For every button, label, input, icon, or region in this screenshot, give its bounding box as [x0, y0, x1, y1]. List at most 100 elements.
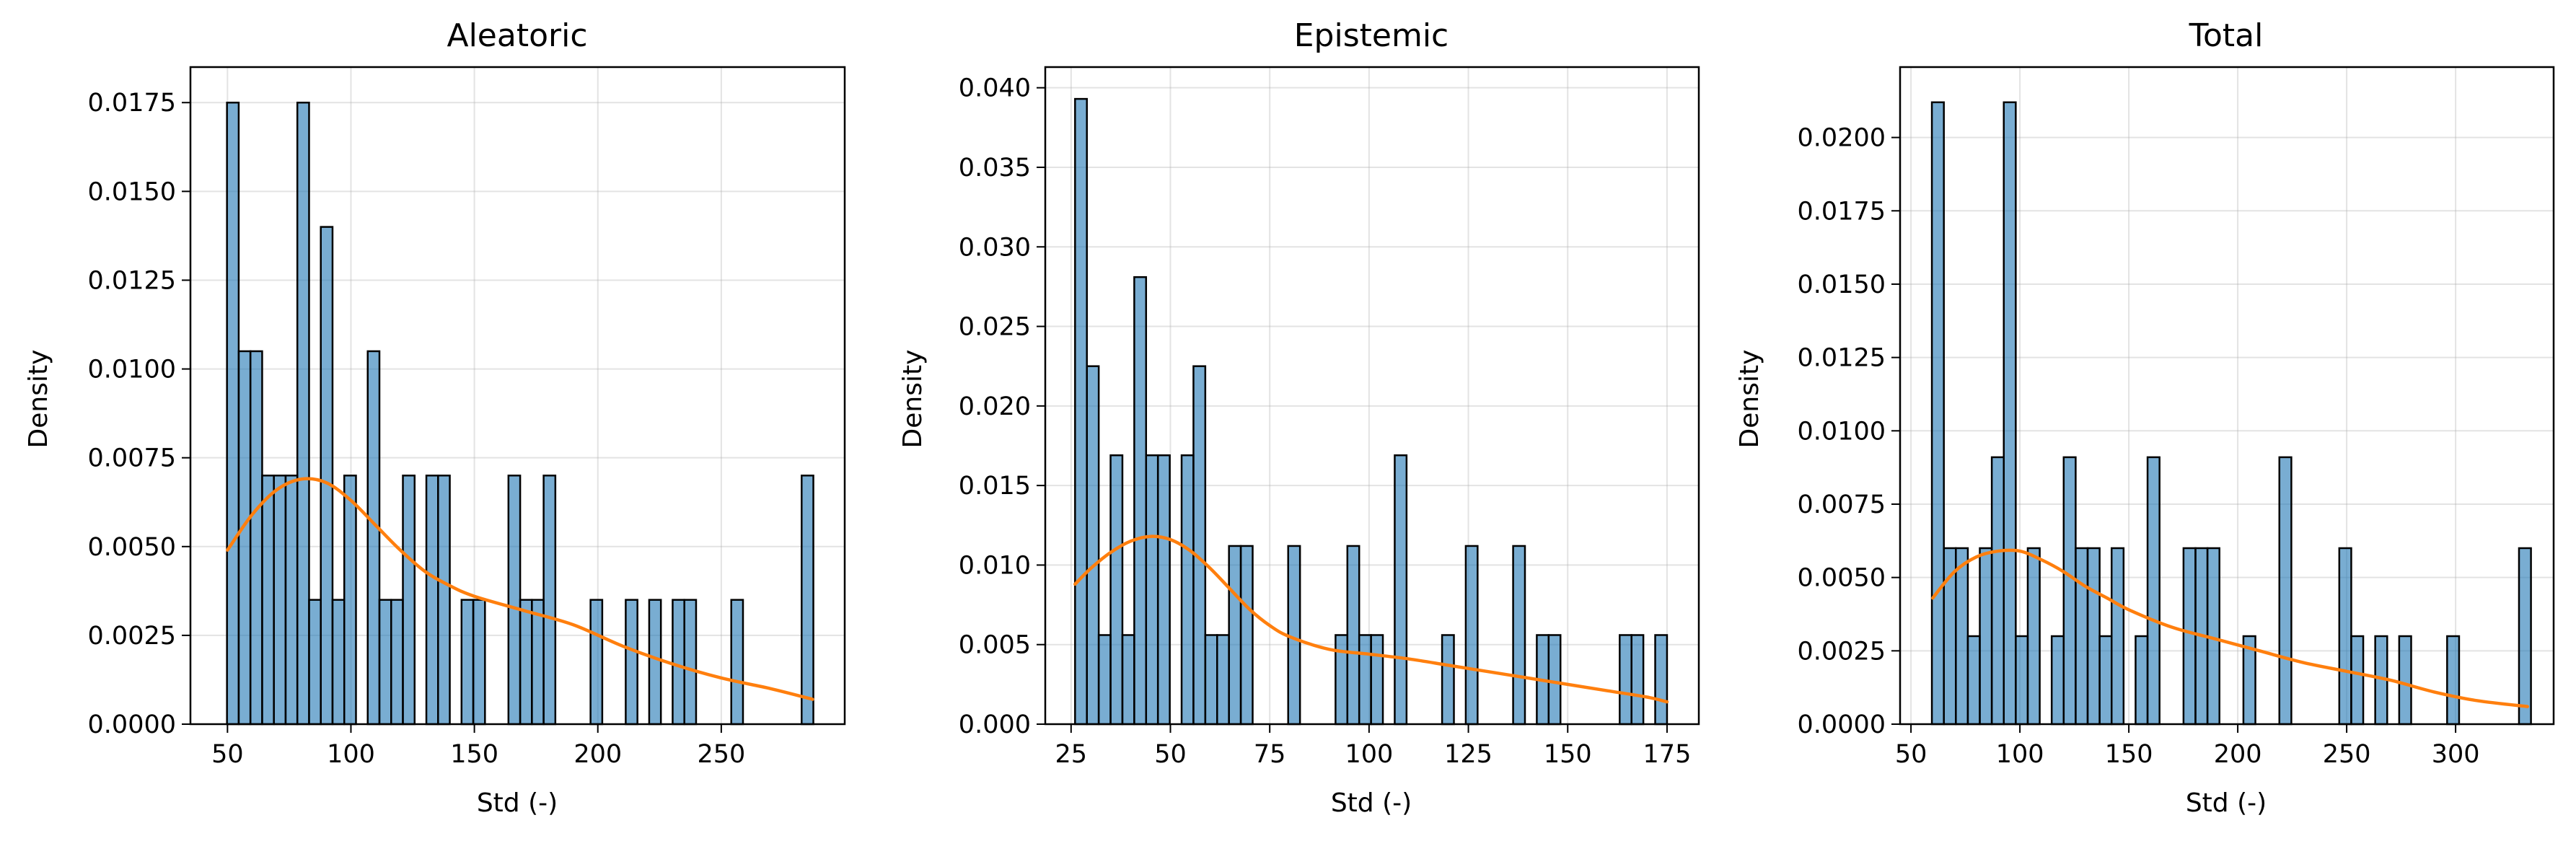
x-tick-label: 50 [211, 740, 244, 769]
y-tick-label: 0.0125 [1798, 344, 1886, 373]
histogram-bars [1074, 97, 1669, 726]
y-tick-label: 0.020 [959, 392, 1031, 421]
x-tick-label: 150 [2105, 740, 2153, 769]
histogram-bar [343, 475, 357, 726]
histogram-bar [320, 226, 334, 726]
histogram-bar [2350, 635, 2365, 726]
histogram-bar [1239, 545, 1254, 726]
histogram-bar [308, 599, 322, 726]
histogram-bar [2110, 547, 2125, 726]
x-tick-label: 150 [450, 740, 498, 769]
histogram-bar [1512, 545, 1526, 726]
y-tick-label: 0.0050 [1798, 564, 1886, 593]
histogram-bar [1654, 634, 1669, 726]
histogram-bar [1335, 634, 1349, 726]
histogram-bar [2135, 635, 2149, 726]
axes-frame [1899, 66, 2555, 726]
x-tick-label: 200 [2214, 740, 2262, 769]
histogram-bar [1121, 634, 1135, 726]
histogram-bar [1216, 634, 1230, 726]
y-tick-label: 0.0175 [1798, 197, 1886, 226]
histogram-bar [625, 599, 638, 726]
histogram-bar [437, 475, 451, 726]
histogram-bar [249, 350, 263, 726]
histogram-bar [273, 475, 287, 726]
histogram-bar [378, 599, 392, 726]
histogram-bar [1630, 634, 1645, 726]
histogram-bars [226, 101, 814, 726]
x-axis-label: Std (-) [1331, 788, 1412, 818]
histogram-bar [366, 350, 381, 726]
histogram-bar [2050, 635, 2065, 726]
histogram-bar [402, 475, 416, 726]
histogram-bar [2446, 635, 2461, 726]
histogram-bar [683, 599, 698, 726]
histogram-bar [2086, 547, 2101, 726]
histogram-bar [1097, 634, 1112, 726]
histogram-bar [2062, 456, 2077, 726]
y-tick-label: 0.035 [959, 154, 1031, 182]
histogram-bar [531, 599, 545, 726]
histogram-bar [1464, 545, 1479, 726]
y-tick-label: 0.0025 [1798, 637, 1886, 666]
histogram-bar [1228, 545, 1242, 726]
y-tick-label: 0.040 [959, 74, 1031, 103]
x-tick-label: 100 [1996, 740, 2044, 769]
x-tick-label: 25 [1055, 740, 1088, 769]
histogram-bar [2015, 635, 2029, 726]
histogram-bar [472, 599, 486, 726]
y-tick-label: 0.0200 [1798, 124, 1886, 153]
histogram-bar [1955, 547, 1969, 726]
histogram-bar [1156, 454, 1171, 726]
histogram-bar [801, 475, 814, 726]
histogram-bar [542, 475, 557, 726]
y-tick-label: 0.0000 [88, 710, 176, 739]
histogram-bar [1204, 634, 1218, 726]
x-tick-label: 100 [1345, 740, 1393, 769]
histogram-bar [730, 599, 744, 726]
panel-total: Total Std (-) Density 0.0000 0.0025 0.0050… [1735, 17, 2555, 818]
x-axis-label: Std (-) [477, 788, 558, 818]
y-tick-label: 0.0000 [1798, 710, 1886, 739]
histogram-bar [1619, 634, 1632, 726]
x-tick-label: 150 [1544, 740, 1592, 769]
y-tick-label: 0.0025 [88, 622, 176, 651]
y-tick-label: 0.0175 [88, 89, 176, 118]
histogram-bar [1074, 97, 1088, 726]
y-tick-label: 0.010 [959, 551, 1031, 580]
histogram-bar [2098, 635, 2113, 726]
kde-curve [1073, 534, 1669, 704]
histogram-bar [2075, 547, 2089, 726]
histogram-bar [1109, 454, 1124, 726]
x-tick-label: 175 [1643, 740, 1692, 769]
y-tick-label: 0.0125 [88, 266, 176, 295]
histogram-bar [2146, 456, 2160, 726]
kde-curve [1931, 548, 2530, 708]
histogram-bar [1930, 101, 1945, 726]
chart-title: Epistemic [1294, 17, 1449, 54]
histogram-bar [425, 475, 439, 726]
histogram-bar [1990, 456, 2005, 726]
x-tick-label: 250 [697, 740, 745, 769]
histogram-bar [1192, 365, 1207, 726]
histogram-bar [261, 475, 275, 726]
histogram-bars [1930, 101, 2532, 726]
histogram-bar [1979, 547, 1993, 726]
y-tick-label: 0.0150 [88, 177, 176, 206]
y-tick-label: 0.0050 [88, 533, 176, 562]
x-tick-label: 100 [327, 740, 375, 769]
y-tick-label: 0.015 [959, 472, 1031, 501]
histogram-bar [1547, 634, 1562, 726]
x-tick-label: 50 [1895, 740, 1927, 769]
histogram-bar [672, 599, 685, 726]
y-tick-label: 0.0075 [88, 444, 176, 473]
histogram-bar [237, 350, 252, 726]
histogram-bar [519, 599, 533, 726]
kde-curve [226, 477, 814, 701]
y-axis-label: Density [898, 350, 928, 449]
y-tick-label: 0.030 [959, 233, 1031, 262]
histogram-bar [1394, 454, 1408, 726]
histogram-bar [2182, 547, 2197, 726]
histogram-bar [589, 599, 604, 726]
